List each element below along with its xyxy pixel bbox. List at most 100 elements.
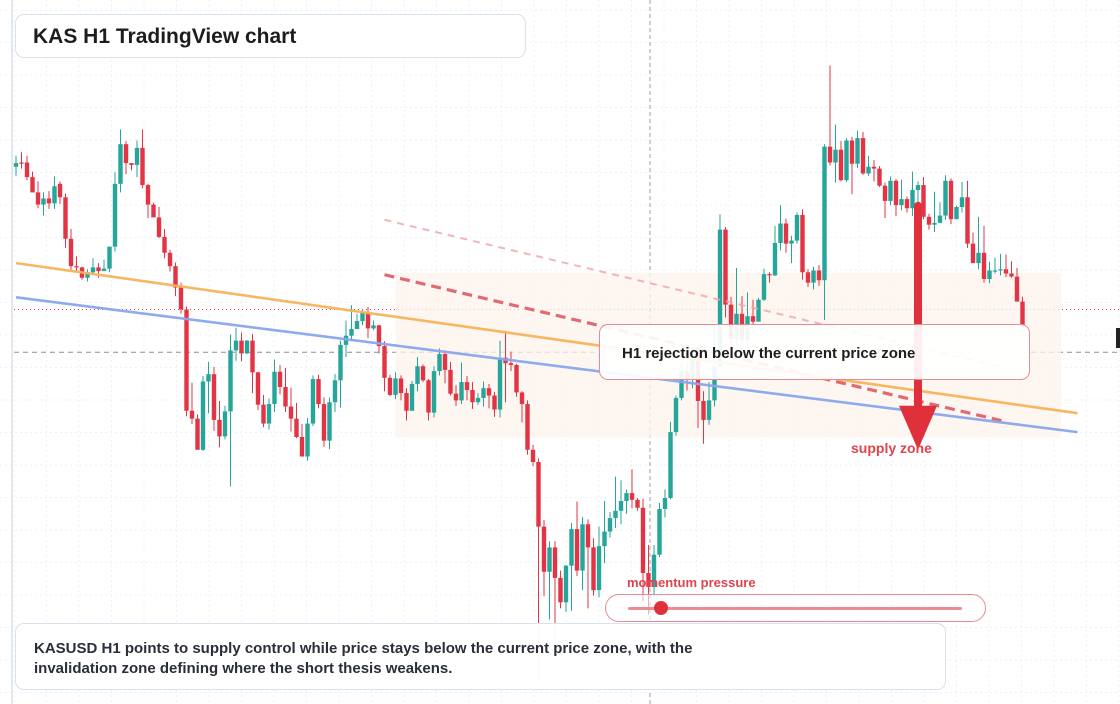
- candle-body: [145, 185, 151, 205]
- title-card: KAS H1 TradingView chart: [15, 14, 526, 58]
- candle-body: [30, 177, 35, 193]
- candle-body: [816, 270, 822, 281]
- candle: [871, 160, 877, 182]
- candle-body: [96, 267, 101, 272]
- candle-body: [244, 340, 250, 354]
- candle: [558, 570, 563, 609]
- candle-body: [866, 166, 871, 174]
- candle-body: [778, 223, 783, 244]
- candle: [162, 228, 167, 259]
- candle: [998, 253, 1003, 276]
- candle: [492, 391, 497, 417]
- candle-body: [200, 381, 206, 450]
- candle: [382, 341, 387, 392]
- candle: [228, 334, 233, 487]
- candle-body: [508, 363, 514, 366]
- candle: [624, 489, 629, 514]
- candle: [200, 375, 206, 452]
- candle: [52, 176, 57, 209]
- candle: [404, 388, 409, 421]
- candle: [189, 382, 195, 425]
- candle-body: [250, 340, 255, 373]
- candle-body: [651, 554, 657, 588]
- candle-body: [211, 374, 217, 420]
- candle-body: [657, 508, 662, 555]
- candle-body: [184, 309, 189, 411]
- candle: [805, 269, 811, 287]
- candle: [68, 228, 74, 271]
- candle-body: [860, 138, 866, 174]
- candle: [838, 141, 844, 182]
- candle: [607, 512, 613, 538]
- candle: [184, 306, 189, 417]
- candle-body: [217, 419, 222, 437]
- candle: [316, 374, 321, 409]
- candle: [1014, 268, 1020, 302]
- candle: [217, 401, 222, 448]
- candle: [173, 262, 178, 297]
- summary-text: KASUSD H1 points to supply control while…: [34, 640, 693, 677]
- candle: [206, 361, 211, 414]
- candle-body: [206, 374, 211, 382]
- candle: [569, 523, 574, 611]
- candle-body: [19, 162, 24, 164]
- candle: [244, 340, 250, 355]
- candle: [24, 155, 30, 181]
- candle-body: [629, 493, 635, 500]
- candle: [354, 313, 360, 330]
- candle-body: [558, 577, 563, 603]
- candle: [85, 269, 90, 282]
- candle-body: [129, 163, 134, 165]
- candle-body: [41, 198, 46, 205]
- candle: [57, 181, 63, 204]
- rejection-arrow-head: [899, 405, 937, 450]
- candle-body: [712, 366, 717, 401]
- candle-body: [833, 149, 838, 163]
- candle: [519, 391, 525, 423]
- candlestick-series: [13, 65, 1025, 682]
- candle: [459, 362, 464, 405]
- candle: [756, 297, 761, 322]
- candle-body: [85, 272, 90, 278]
- candle-body: [624, 493, 629, 502]
- candle: [41, 192, 46, 216]
- candle: [651, 544, 657, 596]
- candle-body: [596, 546, 602, 591]
- candle-body: [1014, 276, 1020, 302]
- candle: [123, 141, 129, 175]
- candle-body: [459, 382, 464, 401]
- candle-body: [431, 371, 437, 413]
- candle: [437, 348, 442, 376]
- candle-body: [360, 312, 365, 322]
- candle: [706, 382, 712, 425]
- candle-body: [349, 329, 354, 336]
- candle-body: [261, 404, 266, 424]
- candle: [849, 136, 855, 195]
- candle-body: [514, 365, 519, 393]
- price-axis-marker: [1116, 328, 1120, 348]
- candle: [299, 424, 305, 457]
- candle: [1009, 261, 1014, 278]
- candle: [673, 395, 679, 436]
- candle-body: [365, 312, 371, 329]
- candle-body: [24, 162, 30, 178]
- candle-body: [288, 406, 294, 419]
- candle: [772, 225, 778, 276]
- candle-body: [327, 402, 332, 441]
- candle-body: [151, 204, 156, 218]
- candle: [640, 498, 646, 602]
- candle-body: [932, 222, 937, 225]
- rejection-callout-text: H1 rejection below the current price zon…: [622, 345, 916, 362]
- candle: [305, 418, 310, 461]
- candle-body: [299, 436, 305, 457]
- candle: [954, 205, 959, 220]
- candle-body: [437, 354, 442, 372]
- candle-body: [305, 423, 310, 457]
- candle-body: [822, 146, 827, 281]
- candle: [926, 213, 932, 230]
- candle: [855, 130, 860, 168]
- candle-body: [574, 529, 580, 571]
- summary-card: KASUSD H1 points to supply control while…: [15, 623, 946, 690]
- candle-body: [882, 185, 888, 201]
